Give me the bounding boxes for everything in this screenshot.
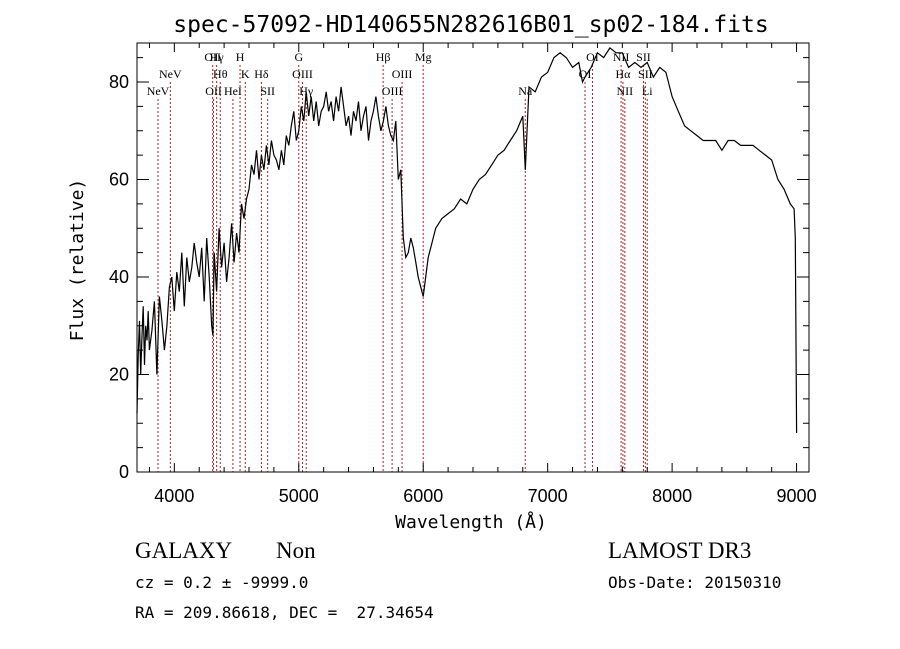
line-marker-label: G	[294, 50, 303, 64]
y-tick-label: 0	[119, 462, 129, 482]
line-marker-label: OIII	[382, 84, 403, 98]
line-marker-label: OII	[205, 84, 222, 98]
line-marker-label: SII	[260, 84, 275, 98]
line-marker-label: OII	[204, 50, 221, 64]
y-tick-label: 20	[109, 365, 129, 385]
line-marker-label: Hδ	[254, 67, 269, 81]
x-tick-label: 7000	[528, 486, 568, 506]
object-type: GALAXY	[135, 538, 233, 563]
line-marker-label: OIII	[392, 67, 413, 81]
survey-name: LAMOST DR3	[608, 538, 752, 563]
x-tick-label: 6000	[403, 486, 443, 506]
line-marker-label: SII	[636, 50, 651, 64]
x-tick-label: 8000	[652, 486, 692, 506]
line-marker-label: SII	[638, 67, 653, 81]
line-marker-label: Mg	[415, 50, 432, 64]
x-axis-label: Wavelength (Å)	[395, 511, 547, 533]
x-tick-label: 5000	[279, 486, 319, 506]
x-tick-label: 4000	[154, 486, 194, 506]
x-axis: 4000 5000 6000 7000 8000 9000	[148, 43, 817, 506]
line-marker-label: Hγ	[210, 50, 225, 64]
emission-line-markers	[157, 65, 648, 472]
line-marker-label: Hβ	[376, 50, 391, 64]
y-tick-label: 40	[109, 267, 129, 287]
line-marker-label: NeV	[159, 67, 182, 81]
line-marker-label: Hθ	[213, 67, 228, 81]
y-tick-label: 80	[109, 72, 129, 92]
chart-title: spec-57092-HD140655N282616B01_sp02-184.f…	[173, 12, 768, 38]
line-marker-label: Hα	[615, 67, 631, 81]
line-marker-label: NII	[616, 84, 633, 98]
line-marker-label: Li	[642, 84, 653, 98]
line-marker-label: HeI	[224, 84, 242, 98]
object-subclass: Non	[276, 538, 316, 563]
line-marker-label: H	[236, 50, 245, 64]
spectrum-line	[136, 47, 798, 434]
y-axis-label: Flux (relative)	[67, 179, 88, 342]
line-marker-label: Hγ	[299, 84, 314, 98]
line-marker-label: OIII	[292, 67, 313, 81]
x-tick-label: 9000	[777, 486, 817, 506]
y-axis: 0 20 40 60 80	[109, 57, 809, 482]
line-marker-label: OI	[586, 50, 599, 64]
plot-frame	[136, 42, 810, 473]
observation-date: Obs-Date: 20150310	[608, 573, 782, 592]
line-marker-label: NeV	[147, 84, 170, 98]
redshift-line: cz = 0.2 ± -9999.0	[135, 573, 309, 592]
y-tick-label: 60	[109, 170, 129, 190]
line-marker-label: Na	[518, 84, 533, 98]
line-marker-label: K	[241, 67, 250, 81]
coordinates: RA = 209.86618, DEC = 27.34654	[135, 603, 434, 622]
